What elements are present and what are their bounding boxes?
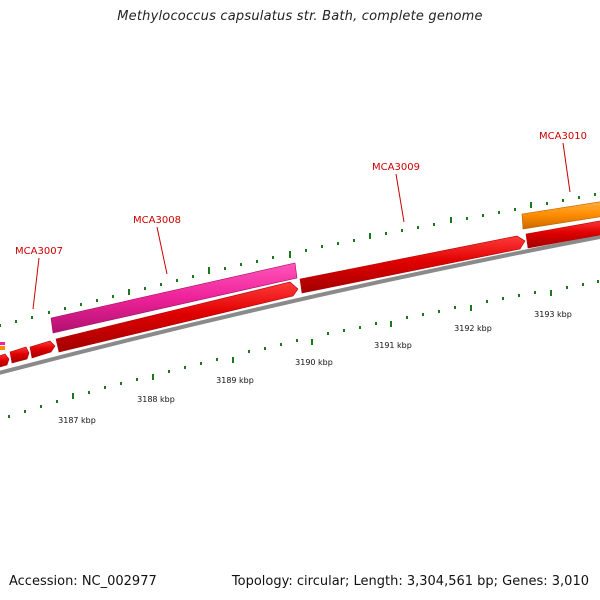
genome-backbone (0, 234, 600, 375)
kbp-label-3191: 3191 kbp (374, 341, 412, 350)
accession-text: Accession: NC_002977 (9, 574, 157, 589)
topology-text: Topology: circular; Length: 3,304,561 bp… (231, 574, 589, 589)
cds-arrow (9, 346, 30, 364)
pink-feature-fragment (0, 342, 5, 345)
gene-label-mca3009: MCA3009 (372, 162, 420, 173)
map-title: Methylococcus capsulatus str. Bath, comp… (117, 9, 483, 24)
kbp-label-3187: 3187 kbp (58, 416, 96, 425)
cds-track (0, 220, 600, 368)
orange-feature-fragment (0, 346, 5, 350)
kbp-label-3190: 3190 kbp (295, 358, 333, 367)
cds-arrow (29, 340, 56, 359)
orange-feature (521, 201, 600, 230)
cds-arrow (299, 235, 526, 294)
cds-arrow (0, 353, 10, 368)
gene-leader-lines (32, 142, 571, 310)
gene-label-mca3010: MCA3010 (539, 131, 587, 142)
cds-arrow (525, 220, 600, 249)
pink-feature (50, 262, 298, 334)
kbp-label-3188: 3188 kbp (137, 395, 175, 404)
kbp-label-3193: 3193 kbp (534, 310, 572, 319)
upper-tick-row (0, 193, 596, 327)
kbp-label-3192: 3192 kbp (454, 324, 492, 333)
kbp-label-3189: 3189 kbp (216, 376, 254, 385)
gene-label-mca3007: MCA3007 (15, 246, 63, 257)
cds-arrow (55, 281, 299, 353)
gene-label-mca3008: MCA3008 (133, 215, 181, 226)
lower-tick-row (8, 280, 599, 418)
